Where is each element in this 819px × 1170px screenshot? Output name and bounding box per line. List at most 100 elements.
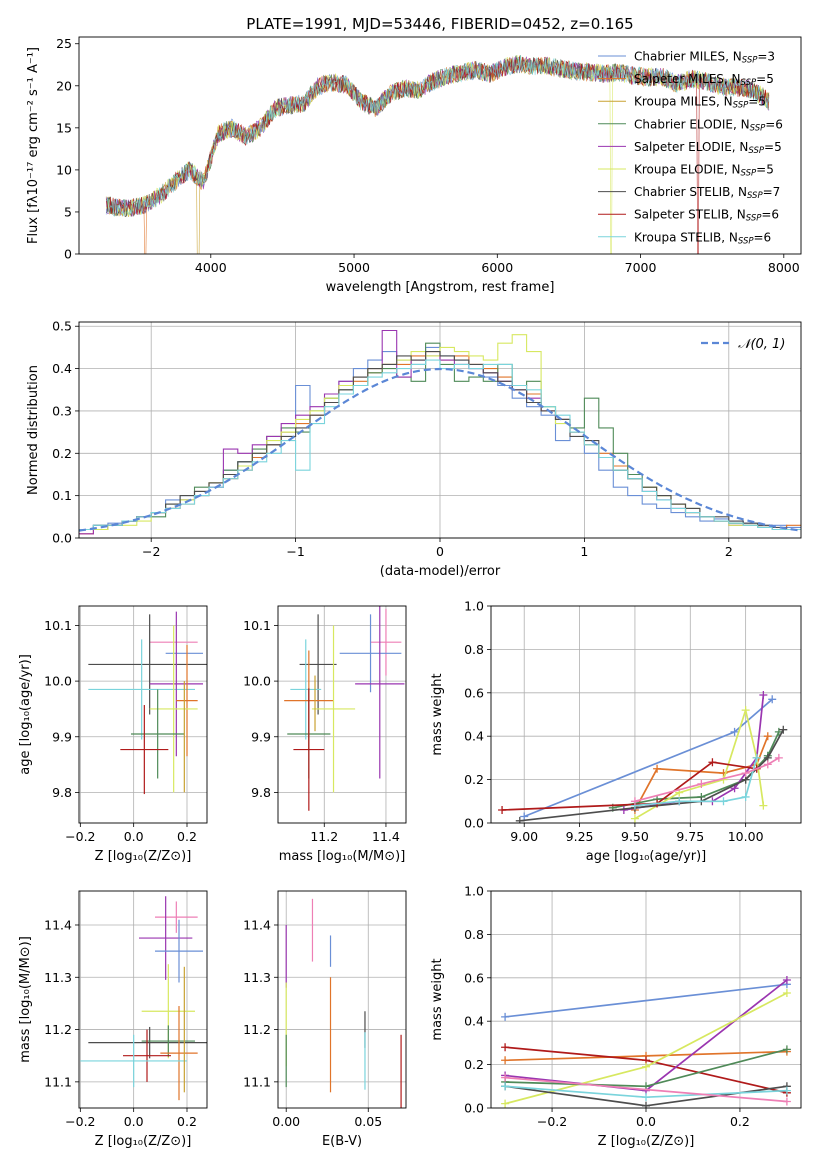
y-tick-label: 20 — [56, 78, 72, 93]
y-tick-label: 10.0 — [44, 674, 72, 689]
legend-entry: Chabrier ELODIE, NSSP=6 — [634, 117, 783, 133]
data-marker — [501, 1056, 510, 1065]
y-tick-label: 5 — [64, 204, 72, 219]
data-marker — [501, 1043, 510, 1052]
data-marker — [763, 732, 772, 741]
x-tick-label: −2 — [142, 544, 160, 559]
legend-text: Salpeter STELIB, N — [634, 208, 746, 222]
legend-subscript: SSP — [741, 78, 757, 88]
legend-text: Kroupa STELIB, N — [634, 230, 738, 244]
x-tick-label: 10.00 — [728, 829, 764, 844]
x-tick-label: 0.05 — [354, 1114, 382, 1129]
x-axis-label: E(B-V) — [322, 1134, 362, 1149]
x-tick-label: 0.0 — [124, 829, 144, 844]
y-axis-label: Flux [fλ10⁻¹⁷ erg cm⁻² s⁻¹ A⁻¹] — [26, 47, 41, 244]
x-tick-label: 0.2 — [177, 1114, 197, 1129]
data-marker — [782, 1097, 791, 1106]
x-tick-label: 0 — [436, 544, 444, 559]
x-axis-label: Z [log₁₀(Z/Z⊙)] — [95, 1134, 192, 1149]
mass-weight-line — [519, 729, 785, 822]
legend-suffix: =5 — [764, 140, 782, 154]
age-vs-z-panel: −0.2 0.0 0.2 9.8 9.9 10.0 10.1 Z [log₁₀(Z/Z⊙)] a… — [18, 605, 208, 864]
normal-curve — [79, 367, 801, 532]
x-axis-label: Z [log₁₀(Z/Z⊙)] — [598, 1134, 695, 1149]
error-bar — [370, 608, 402, 676]
x-axis-label: age [log₁₀(age/yr)] — [586, 849, 707, 864]
x-tick-label: 9.25 — [566, 829, 594, 844]
legend-subscript: SSP — [738, 236, 754, 246]
axes-frame — [78, 890, 208, 1109]
y-tick-label: 9.9 — [52, 729, 72, 744]
legend-subscript: SSP — [750, 123, 766, 133]
error-bar — [149, 625, 198, 793]
mass-weight-vs-age-panel: 9.00 9.25 9.50 9.75 10.00 0.0 0.2 0.4 0.6 0.8 1.0 a… — [430, 599, 802, 864]
data-marker — [498, 805, 507, 814]
y-tick-label: 0.4 — [464, 729, 484, 744]
legend-text: Salpeter MILES, N — [634, 72, 741, 86]
x-tick-label: 7000 — [625, 260, 657, 275]
x-tick-label: 0.2 — [730, 1114, 750, 1129]
mass-weight-line — [505, 1076, 787, 1103]
plot-area — [501, 975, 791, 1108]
x-tick-label: 1 — [580, 544, 588, 559]
legend-text: Salpeter ELODIE, N — [634, 140, 748, 154]
data-marker — [782, 1045, 791, 1054]
x-tick-label: 11.2 — [310, 829, 338, 844]
data-marker — [630, 814, 639, 823]
y-tick-label: 9.8 — [251, 785, 271, 800]
data-marker — [653, 764, 662, 773]
data-marker — [763, 760, 772, 769]
x-tick-label: 0.00 — [272, 1114, 300, 1129]
mass-weight-line — [505, 983, 787, 1018]
y-tick-label: 0.8 — [464, 642, 484, 657]
legend-entry: Kroupa MILES, NSSP=5 — [634, 95, 766, 111]
y-tick-label: 0.0 — [464, 816, 484, 831]
mass-weight-vs-z-panel: −0.2 0.0 0.2 0.0 0.2 0.4 0.6 0.8 1.0 Z [log₁₀(Z/Z… — [430, 884, 802, 1149]
mass-weight-line — [502, 761, 757, 811]
error-bar — [123, 1029, 171, 1082]
data-marker — [697, 779, 706, 788]
mass-vs-ebv-panel: 0.00 0.05 11.1 11.2 11.3 11.4 E(B-V) — [243, 890, 407, 1149]
data-marker — [642, 1093, 650, 1102]
error-bar — [139, 896, 193, 980]
error-bar — [160, 1006, 198, 1101]
data-marker — [782, 988, 791, 997]
legend-text: Chabrier MILES, N — [634, 50, 742, 64]
plot-area — [285, 898, 402, 1108]
y-tick-label: 0.8 — [464, 927, 484, 942]
x-tick-label: −0.2 — [537, 1114, 567, 1129]
error-bar — [299, 614, 337, 715]
mass-vs-z-panel: −0.2 0.0 0.2 11.1 11.2 11.3 11.4 Z [log₁₀(Z/Z⊙)… — [18, 890, 208, 1149]
x-tick-label: 0.2 — [177, 829, 197, 844]
x-tick-label: 2 — [725, 544, 733, 559]
x-tick-label: −1 — [286, 544, 304, 559]
y-tick-label: 0.0 — [464, 1101, 484, 1116]
error-bar — [176, 644, 198, 757]
legend-entry: Kroupa ELODIE, NSSP=5 — [634, 163, 774, 179]
error-bar — [88, 639, 195, 740]
legend-suffix: =6 — [765, 117, 783, 131]
legend-subscript: SSP — [742, 56, 758, 66]
legend-entry: Chabrier STELIB, NSSP=7 — [634, 185, 780, 201]
error-bar — [149, 611, 203, 757]
legend-suffix: =5 — [748, 95, 766, 109]
error-bar — [88, 614, 207, 715]
legend-entry: Salpeter STELIB, NSSP=6 — [634, 208, 779, 224]
chart-title: PLATE=1991, MJD=53446, FIBERID=0452, z=0… — [246, 15, 633, 33]
data-marker — [630, 797, 639, 806]
axes-frame — [78, 36, 802, 255]
y-tick-label: 0.0 — [52, 531, 72, 546]
data-marker — [741, 706, 750, 715]
axes-frame — [490, 605, 802, 824]
y-tick-label: 0.3 — [52, 403, 72, 418]
y-tick-label: 25 — [56, 36, 72, 51]
y-tick-label: 10.0 — [243, 674, 271, 689]
legend-suffix: =7 — [763, 185, 781, 199]
x-tick-label: 4000 — [195, 260, 227, 275]
y-tick-label: 1.0 — [464, 884, 484, 899]
y-tick-label: 0 — [64, 247, 72, 262]
data-marker — [642, 1062, 650, 1071]
data-marker — [515, 816, 524, 823]
x-tick-label: 0.0 — [124, 1114, 144, 1129]
legend-text: Chabrier ELODIE, N — [634, 117, 750, 131]
